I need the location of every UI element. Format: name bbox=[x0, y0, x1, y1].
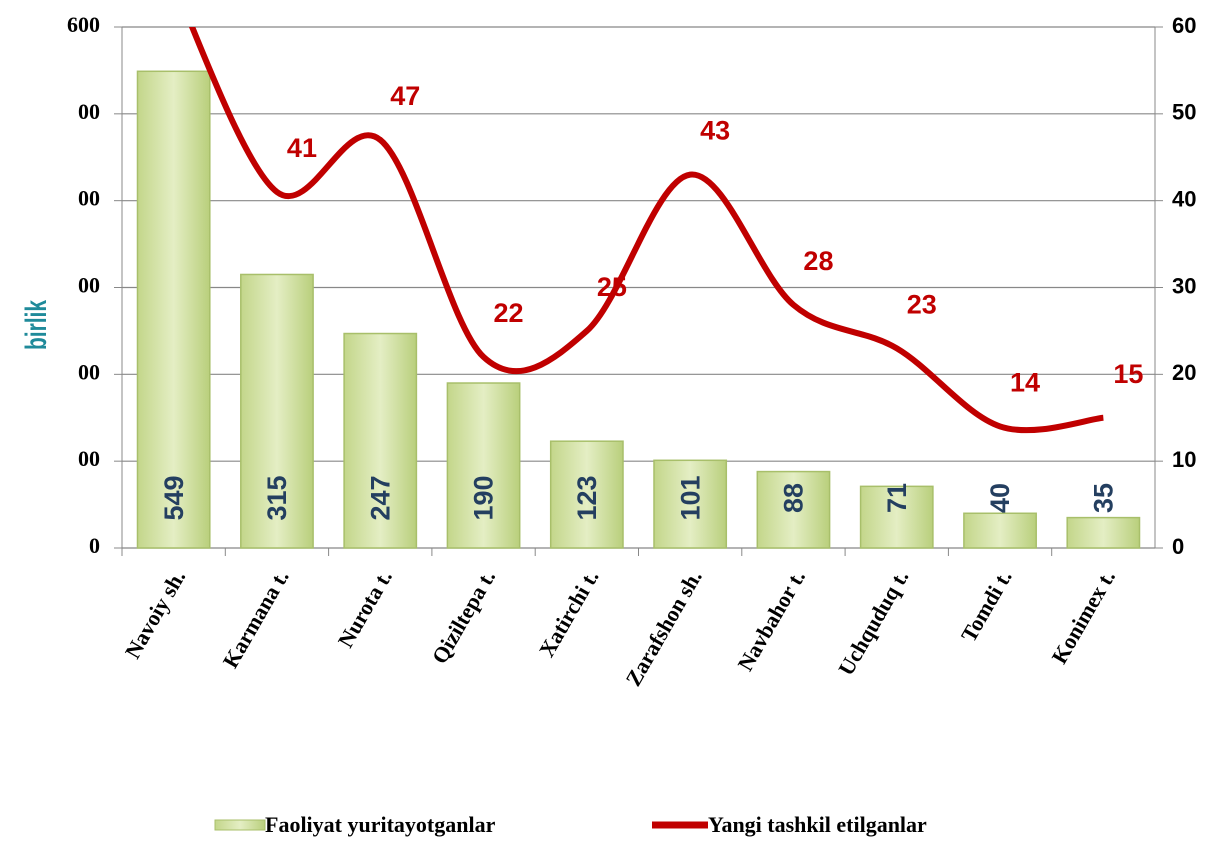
legend-swatch bbox=[214, 819, 266, 831]
y-tick-label: 00 bbox=[78, 273, 100, 298]
x-tick-label: Nurota t. bbox=[333, 566, 397, 652]
x-tick-label: Uchquduq t. bbox=[833, 566, 913, 680]
bar bbox=[756, 470, 831, 549]
bar-value-label: 71 bbox=[882, 483, 912, 513]
x-tick-label: Konimex t. bbox=[1046, 566, 1120, 668]
bar bbox=[963, 512, 1037, 549]
x-tick-label: Navbahor t. bbox=[732, 566, 810, 676]
bar-value-label: 549 bbox=[159, 475, 189, 520]
x-tick-label: Zarafshon sh. bbox=[620, 566, 706, 691]
bar bbox=[859, 485, 934, 549]
y-axis-title: birlik bbox=[20, 300, 53, 350]
bar bbox=[549, 440, 624, 549]
legend-label: Yangi tashkil etilganlar bbox=[708, 812, 927, 837]
bar bbox=[446, 382, 521, 549]
line-value-label: 47 bbox=[390, 81, 420, 111]
x-tick-label: Qiziltepa t. bbox=[427, 566, 501, 668]
legend-label: Faoliyat yuritayotganlar bbox=[265, 812, 496, 837]
y2-tick-label: 60 bbox=[1172, 13, 1196, 38]
x-tick-label: Xatirchi t. bbox=[534, 566, 604, 662]
bar-value-label: 35 bbox=[1088, 483, 1118, 513]
line-group: 65414722254328231415 bbox=[188, 27, 1143, 434]
line-value-label: 28 bbox=[803, 246, 833, 276]
y-tick-label: 0 bbox=[89, 533, 100, 558]
bar-value-label: 101 bbox=[675, 475, 705, 520]
y2-tick-label: 20 bbox=[1172, 360, 1196, 385]
bar-value-label: 123 bbox=[572, 475, 602, 520]
y-tick-label: 00 bbox=[78, 186, 100, 211]
bar-value-label: 88 bbox=[779, 483, 809, 513]
y-tick-label: 00 bbox=[78, 359, 100, 384]
line-value-label: 22 bbox=[494, 298, 524, 328]
bar-value-label: 190 bbox=[469, 475, 499, 520]
y2-tick-label: 40 bbox=[1172, 186, 1196, 211]
bar-value-label: 315 bbox=[262, 475, 292, 520]
bar bbox=[136, 70, 211, 549]
bar-value-label: 40 bbox=[985, 483, 1015, 513]
bar bbox=[240, 273, 314, 549]
y2-tick-label: 50 bbox=[1172, 100, 1196, 125]
line-value-label: 25 bbox=[597, 272, 627, 302]
bar bbox=[1066, 516, 1141, 549]
y2-tick-label: 10 bbox=[1172, 447, 1196, 472]
y-tick-label: 00 bbox=[78, 99, 100, 124]
line-value-label: 43 bbox=[700, 116, 730, 146]
y-tick-label: 600 bbox=[67, 12, 100, 37]
line-value-label: 41 bbox=[287, 133, 317, 163]
bar-value-label: 247 bbox=[365, 475, 395, 520]
line bbox=[188, 27, 1104, 434]
y-tick-label: 00 bbox=[78, 446, 100, 471]
line-value-label: 23 bbox=[907, 289, 937, 319]
x-tick-label: Karmana t. bbox=[218, 566, 294, 673]
line-value-label: 15 bbox=[1113, 359, 1143, 389]
bar bbox=[343, 332, 418, 549]
line-value-label: 14 bbox=[1010, 368, 1040, 398]
y2-tick-label: 30 bbox=[1172, 273, 1196, 298]
bar bbox=[653, 459, 728, 549]
x-tick-label: Tomdi t. bbox=[956, 566, 1017, 647]
x-tick-label: Navoiy sh. bbox=[120, 566, 191, 663]
y2-tick-label: 0 bbox=[1172, 534, 1184, 559]
